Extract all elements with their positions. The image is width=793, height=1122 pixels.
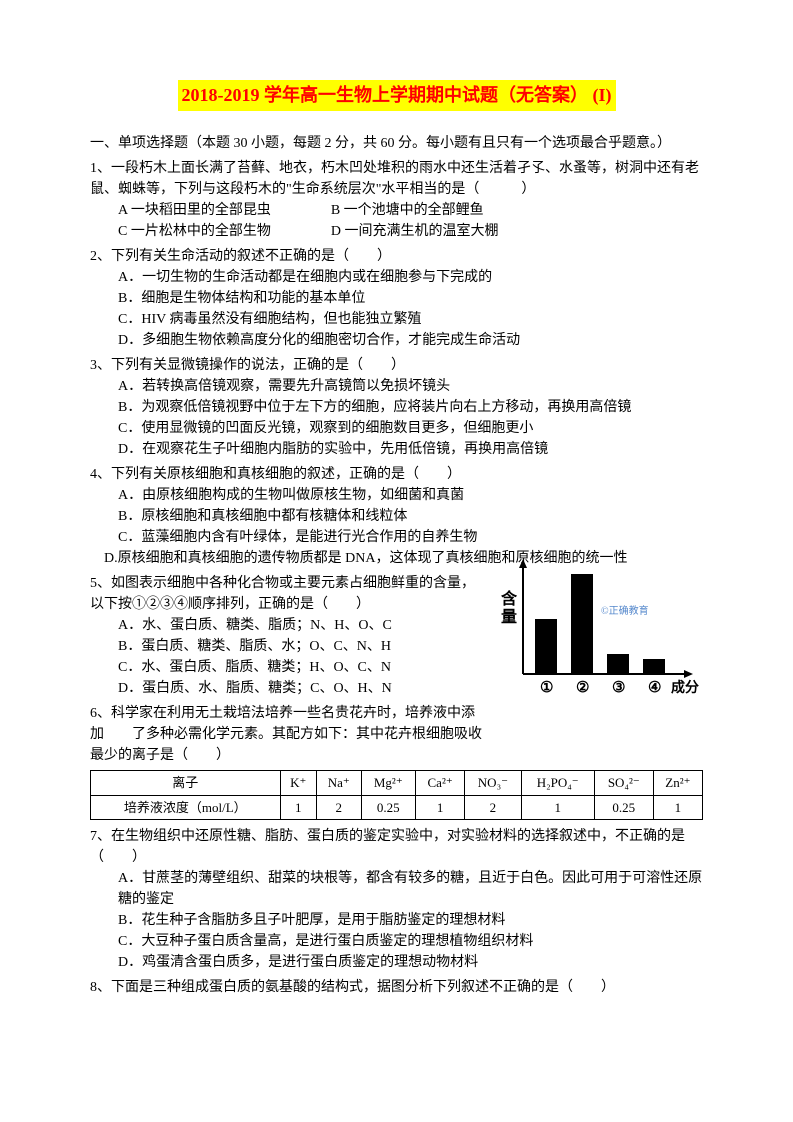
q5-opt-c: C．水、蛋白质、脂质、糖类；H、O、C、N [118, 657, 483, 678]
svg-text:②: ② [576, 680, 589, 696]
question-6: 6、科学家在利用无土栽培法培养一些名贵花卉时，培养液中添加 了多种必需化学元素。… [90, 703, 703, 766]
q5-opt-d: D．蛋白质、水、脂质、糖类；C、O、H、N [118, 678, 483, 699]
table-cell-5: 1 [521, 795, 594, 820]
q3-options: A．若转换高倍镜观察，需要先升高镜筒以免损坏镜头 B．为观察低倍镜视野中位于左下… [90, 376, 703, 460]
q1-opt-b: B 一个池塘中的全部鲤鱼 [331, 200, 484, 221]
q2-opt-a: A．一切生物的生命活动都是在细胞内或在细胞参与下完成的 [118, 267, 703, 288]
q7-opt-b: B．花生种子含脂肪多且子叶肥厚，是用于脂肪鉴定的理想材料 [118, 910, 703, 931]
exam-title: 2018-2019 学年高一生物上学期期中试题（无答案） (I) [178, 80, 616, 111]
title-wrap: 2018-2019 学年高一生物上学期期中试题（无答案） (I) [90, 80, 703, 123]
table-cell-0: 1 [280, 795, 316, 820]
question-7: 7、在生物组织中还原性糖、脂肪、蛋白质的鉴定实验中，对实验材料的选择叙述中，不正… [90, 826, 703, 973]
q8-text: 8、下面是三种组成蛋白质的氨基酸的结构式，据图分析下列叙述不正确的是（ ） [90, 977, 703, 998]
chart-xlabel: 成分 [671, 679, 699, 696]
q1-text: 1、一段朽木上面长满了苔藓、地衣，朽木凹处堆积的雨水中还生活着孑孓、水蚤等，树洞… [90, 158, 703, 200]
question-8: 8、下面是三种组成蛋白质的氨基酸的结构式，据图分析下列叙述不正确的是（ ） [90, 977, 703, 998]
ion-table: 离子 K⁺ Na⁺ Mg²⁺ Ca²⁺ NO₃⁻ H₂PO₄⁻ SO₄²⁻ Zn… [90, 770, 703, 820]
q7-opt-a: A．甘蔗茎的薄壁组织、甜菜的块根等，都含有较多的糖，且近于白色。因此可用于可溶性… [118, 868, 703, 910]
q2-text: 2、下列有关生命活动的叙述不正确的是（ ） [90, 246, 703, 267]
table-row-label: 培养液浓度（mol/L） [91, 795, 281, 820]
table-cell-4: 2 [465, 795, 521, 820]
question-2: 2、下列有关生命活动的叙述不正确的是（ ） A．一切生物的生命活动都是在细胞内或… [90, 246, 703, 351]
chart-ylabel: 含 [501, 589, 518, 608]
chart-svg: 含 量 ① ② ③ ④ 成分 ©正确教育 [493, 554, 703, 704]
q1-opt-a: A 一块稻田里的全部昆虫 [118, 200, 271, 221]
q3-text: 3、下列有关显微镜操作的说法，正确的是（ ） [90, 355, 703, 376]
q2-options: A．一切生物的生命活动都是在细胞内或在细胞参与下完成的 B．细胞是生物体结构和功… [90, 267, 703, 351]
q5-opt-a: A．水、蛋白质、糖类、脂质；N、H、O、C [118, 615, 483, 636]
table-cell-3: 1 [416, 795, 465, 820]
table-header-2: Na⁺ [316, 771, 361, 796]
q1-options: A 一块稻田里的全部昆虫 B 一个池塘中的全部鲤鱼 C 一片松林中的全部生物 D… [90, 200, 703, 242]
q6-text: 6、科学家在利用无土栽培法培养一些名贵花卉时，培养液中添加 了多种必需化学元素。… [90, 703, 703, 766]
table-cell-1: 2 [316, 795, 361, 820]
table-header-0: 离子 [91, 771, 281, 796]
q4-opt-a: A．由原核细胞构成的生物叫做原核生物，如细菌和真菌 [118, 485, 703, 506]
svg-text:量: 量 [501, 608, 517, 626]
table-data-row: 培养液浓度（mol/L） 1 2 0.25 1 2 1 0.25 1 [91, 795, 703, 820]
bar-chart: 含 量 ① ② ③ ④ 成分 ©正确教育 [493, 554, 703, 704]
q7-opt-c: C．大豆种子蛋白质含量高，是进行蛋白质鉴定的理想植物组织材料 [118, 931, 703, 952]
q7-text: 7、在生物组织中还原性糖、脂肪、蛋白质的鉴定实验中，对实验材料的选择叙述中，不正… [90, 826, 703, 868]
q3-opt-d: D．在观察花生子叶细胞内脂肪的实验中，先用低倍镜，再换用高倍镜 [118, 439, 703, 460]
table-header-8: Zn²⁺ [653, 771, 702, 796]
q1-opt-d: D 一间充满生机的温室大棚 [331, 221, 499, 242]
q3-opt-a: A．若转换高倍镜观察，需要先升高镜筒以免损坏镜头 [118, 376, 703, 397]
q4-text: 4、下列有关原核细胞和真核细胞的叙述，正确的是（ ） [90, 464, 703, 485]
q3-opt-b: B．为观察低倍镜视野中位于左下方的细胞，应将装片向右上方移动，再换用高倍镜 [118, 397, 703, 418]
q3-opt-c: C．使用显微镜的凹面反光镜，观察到的细胞数目更多，但细胞更小 [118, 418, 703, 439]
svg-text:③: ③ [612, 680, 625, 696]
table-header-1: K⁺ [280, 771, 316, 796]
q2-opt-b: B．细胞是生物体结构和功能的基本单位 [118, 288, 703, 309]
svg-text:④: ④ [648, 680, 661, 696]
table-header-row: 离子 K⁺ Na⁺ Mg²⁺ Ca²⁺ NO₃⁻ H₂PO₄⁻ SO₄²⁻ Zn… [91, 771, 703, 796]
table-cell-7: 1 [653, 795, 702, 820]
q7-opt-d: D．鸡蛋清含蛋白质多，是进行蛋白质鉴定的理想动物材料 [118, 952, 703, 973]
svg-text:①: ① [540, 680, 553, 696]
section-header: 一、单项选择题（本题 30 小题，每题 2 分，共 60 分。每小题有且只有一个… [90, 133, 703, 154]
question-1: 1、一段朽木上面长满了苔藓、地衣，朽木凹处堆积的雨水中还生活着孑孓、水蚤等，树洞… [90, 158, 703, 242]
q5-opt-b: B．蛋白质、糖类、脂质、水；O、C、N、H [118, 636, 483, 657]
q2-opt-c: C．HIV 病毒虽然没有细胞结构，但也能独立繁殖 [118, 309, 703, 330]
q4-opt-c: C．蓝藻细胞内含有叶绿体，是能进行光合作用的自养生物 [118, 527, 703, 548]
table-header-3: Mg²⁺ [361, 771, 415, 796]
table-header-5: NO₃⁻ [465, 771, 521, 796]
chart-watermark: ©正确教育 [601, 604, 649, 617]
table-header-7: SO₄²⁻ [594, 771, 653, 796]
q1-opt-c: C 一片松林中的全部生物 [118, 221, 271, 242]
q2-opt-d: D．多细胞生物依赖高度分化的细胞密切合作，才能完成生命活动 [118, 330, 703, 351]
table-header-4: Ca²⁺ [416, 771, 465, 796]
table-cell-6: 0.25 [594, 795, 653, 820]
q7-options: A．甘蔗茎的薄壁组织、甜菜的块根等，都含有较多的糖，且近于白色。因此可用于可溶性… [90, 868, 703, 973]
table-header-6: H₂PO₄⁻ [521, 771, 594, 796]
q4-opt-b: B．原核细胞和真核细胞中都有核糖体和线粒体 [118, 506, 703, 527]
question-3: 3、下列有关显微镜操作的说法，正确的是（ ） A．若转换高倍镜观察，需要先升高镜… [90, 355, 703, 460]
table-cell-2: 0.25 [361, 795, 415, 820]
